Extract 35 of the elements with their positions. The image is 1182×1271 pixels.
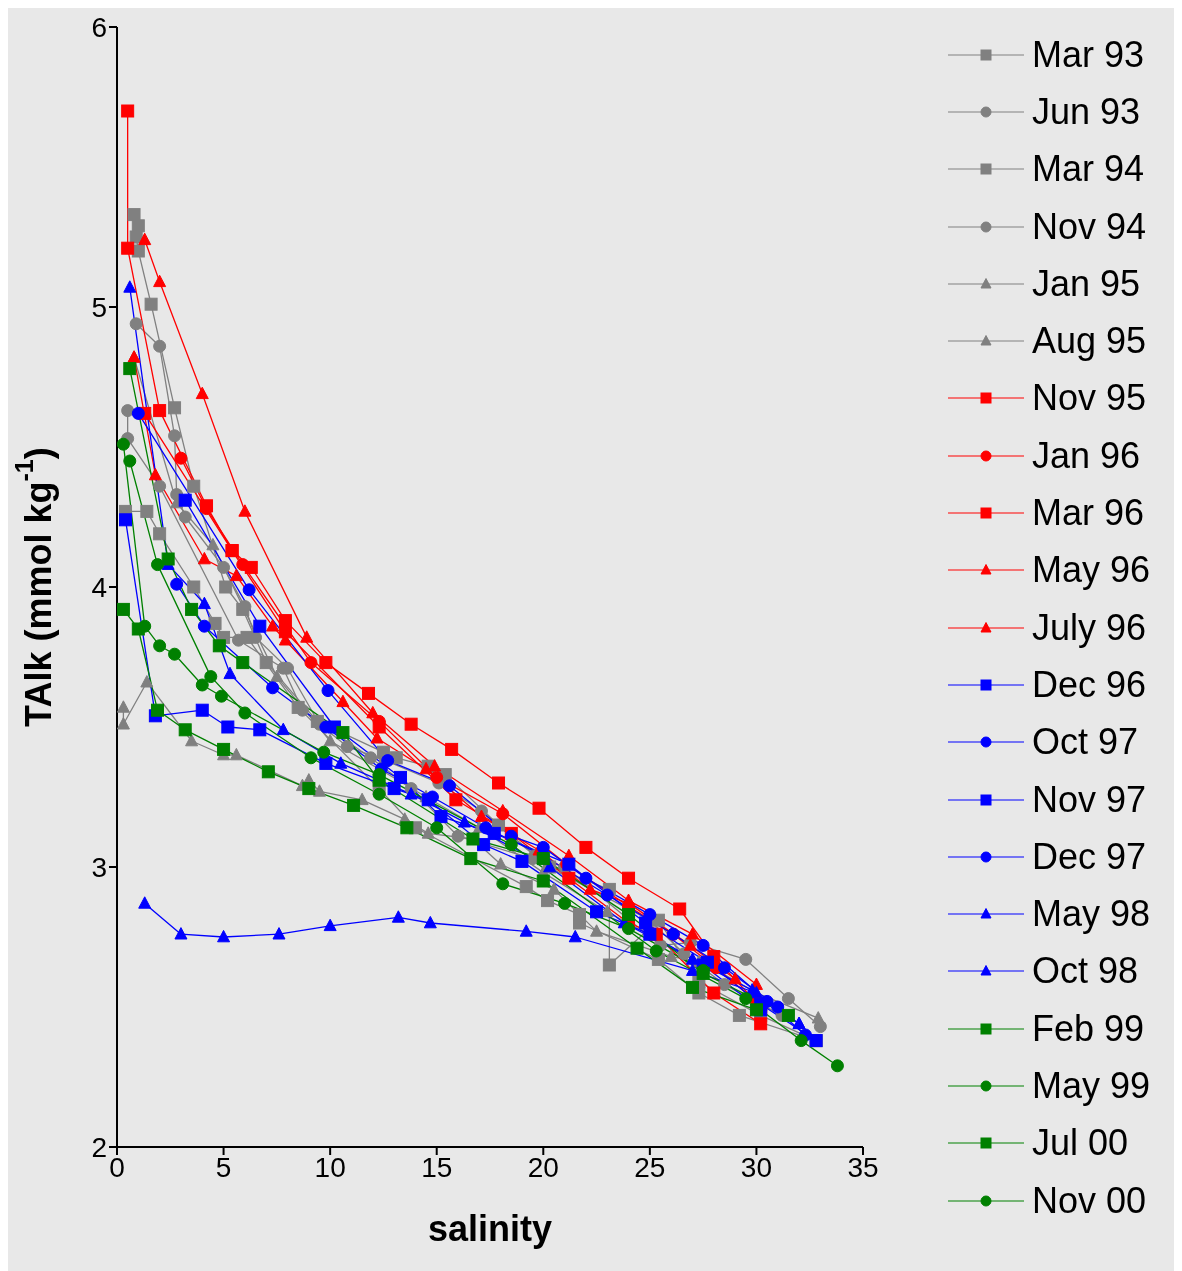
legend-label: Jan 95 bbox=[1032, 262, 1141, 305]
legend-label: Dec 97 bbox=[1032, 835, 1147, 878]
legend-label: Oct 98 bbox=[1032, 950, 1139, 993]
legend-label: Mar 93 bbox=[1032, 33, 1145, 76]
legend-label: Nov 97 bbox=[1032, 778, 1147, 821]
legend-label: Nov 94 bbox=[1032, 205, 1147, 248]
legend-label: Nov 95 bbox=[1032, 377, 1147, 420]
x-tick-label: 15 bbox=[421, 1151, 453, 1183]
legend-label: Mar 94 bbox=[1032, 148, 1145, 191]
x-tick-label: 5 bbox=[215, 1151, 232, 1183]
x-tick-label: 0 bbox=[109, 1151, 125, 1183]
y-tick-label: 6 bbox=[91, 11, 107, 43]
y-tick-label: 3 bbox=[91, 851, 107, 883]
legend-label: May 96 bbox=[1032, 549, 1151, 592]
legend-label: July 96 bbox=[1032, 606, 1147, 649]
x-tick-label: 30 bbox=[740, 1151, 773, 1183]
legend-label: Jun 93 bbox=[1032, 90, 1141, 133]
legend-label: Feb 99 bbox=[1032, 1007, 1145, 1050]
x-axis-title: salinity bbox=[427, 1208, 553, 1249]
legend-label: Aug 95 bbox=[1032, 320, 1147, 363]
legend-label: May 99 bbox=[1032, 1064, 1151, 1107]
x-tick-label: 20 bbox=[527, 1151, 559, 1183]
legend-label: Jan 96 bbox=[1032, 434, 1141, 477]
legend-label: Mar 96 bbox=[1032, 492, 1145, 535]
x-tick-label: 25 bbox=[634, 1151, 666, 1183]
legend-label: May 98 bbox=[1032, 893, 1151, 936]
legend-label: Dec 96 bbox=[1032, 663, 1147, 706]
y-tick-label: 5 bbox=[91, 291, 107, 323]
legend-label: Jul 00 bbox=[1032, 1122, 1129, 1165]
x-tick-label: 35 bbox=[847, 1151, 879, 1183]
legend-label: Oct 97 bbox=[1032, 721, 1139, 764]
legend-label: Nov 00 bbox=[1032, 1179, 1147, 1222]
x-tick-label: 10 bbox=[314, 1151, 346, 1183]
y-tick-label: 2 bbox=[91, 1131, 107, 1163]
y-tick-label: 4 bbox=[91, 571, 107, 603]
